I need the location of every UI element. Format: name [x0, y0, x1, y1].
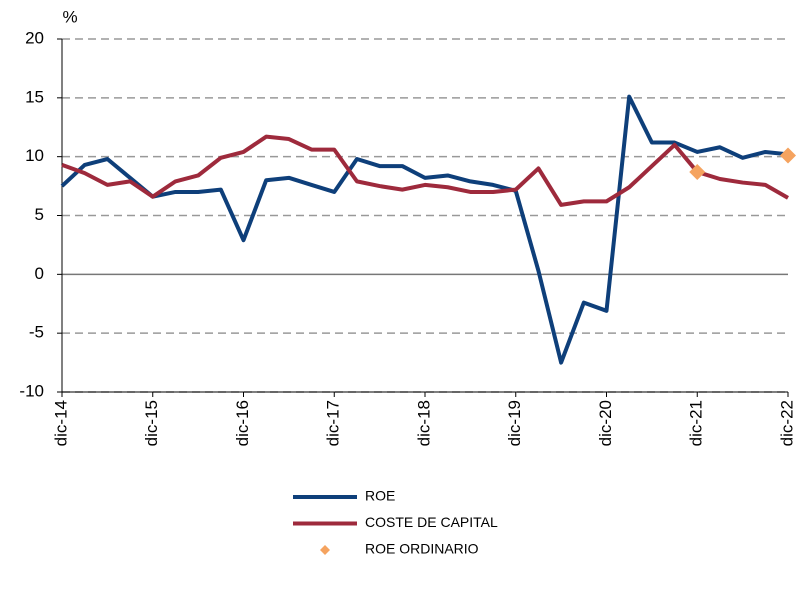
legend-label: ROE ORDINARIO [365, 541, 479, 557]
legend-marker [320, 545, 330, 555]
legend-label: COSTE DE CAPITAL [365, 514, 498, 530]
y-tick-label: 20 [25, 28, 44, 47]
x-tick-label: dic-20 [596, 400, 615, 446]
y-tick-label: -10 [19, 381, 44, 400]
x-tick-label: dic-21 [687, 400, 706, 446]
x-tick-label: dic-19 [505, 400, 524, 446]
legend: ROE COSTE DE CAPITAL ROE ORDINARIO [293, 488, 498, 557]
y-axis-label: % [62, 7, 77, 26]
legend-label: ROE [365, 488, 395, 504]
y-tick-label: 15 [25, 87, 44, 106]
x-tick-label: dic-17 [324, 400, 343, 446]
y-tick-label: 10 [25, 146, 44, 165]
x-tick-label: dic-14 [51, 400, 70, 446]
y-tick-label: 0 [35, 264, 44, 283]
x-tick-label: dic-22 [777, 400, 796, 446]
y-tick-label: 5 [35, 205, 44, 224]
x-tick-label: dic-18 [414, 400, 433, 446]
y-tick-label: -5 [29, 323, 44, 342]
line [61, 134, 789, 207]
line [60, 94, 789, 365]
x-tick-label: dic-16 [233, 400, 252, 446]
point [689, 163, 706, 180]
point [780, 147, 796, 164]
x-tick-label: dic-15 [142, 400, 161, 446]
